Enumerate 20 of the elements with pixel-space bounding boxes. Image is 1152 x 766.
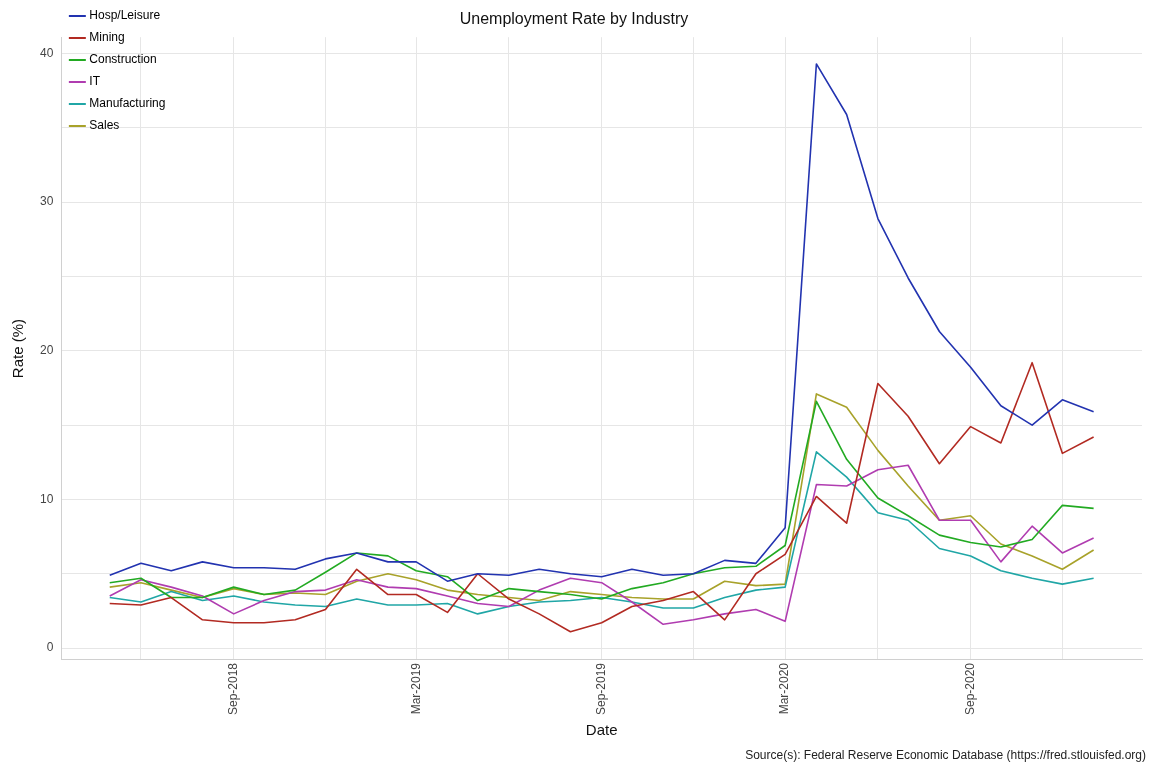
y-tick-label: 40: [39, 45, 54, 60]
x-tick-label: Sep-2020: [962, 662, 977, 715]
x-tick-label: Mar-2020: [777, 662, 792, 715]
legend-label: IT: [89, 74, 101, 89]
x-tick-label: Sep-2018: [226, 662, 241, 715]
legend-label: Construction: [89, 52, 157, 67]
y-axis-title: Rate (%): [9, 318, 27, 379]
y-tick-label: 10: [39, 491, 54, 506]
legend-label: Mining: [89, 30, 125, 45]
legend-label: Hosp/Leisure: [89, 8, 161, 23]
x-tick-label: Sep-2019: [593, 662, 608, 715]
x-axis-title: Date: [585, 721, 618, 739]
y-tick-label: 20: [39, 343, 54, 358]
y-tick-label: 0: [46, 640, 54, 655]
chart-title: Unemployment Rate by Industry: [459, 10, 689, 28]
source-note: Source(s): Federal Reserve Economic Database (https://fred.stlouisfed.org): [745, 748, 1146, 762]
y-tick-label: 30: [39, 194, 54, 209]
legend-label: Sales: [89, 118, 120, 133]
x-tick-label: Mar-2019: [408, 662, 423, 715]
legend-label: Manufacturing: [89, 96, 166, 111]
